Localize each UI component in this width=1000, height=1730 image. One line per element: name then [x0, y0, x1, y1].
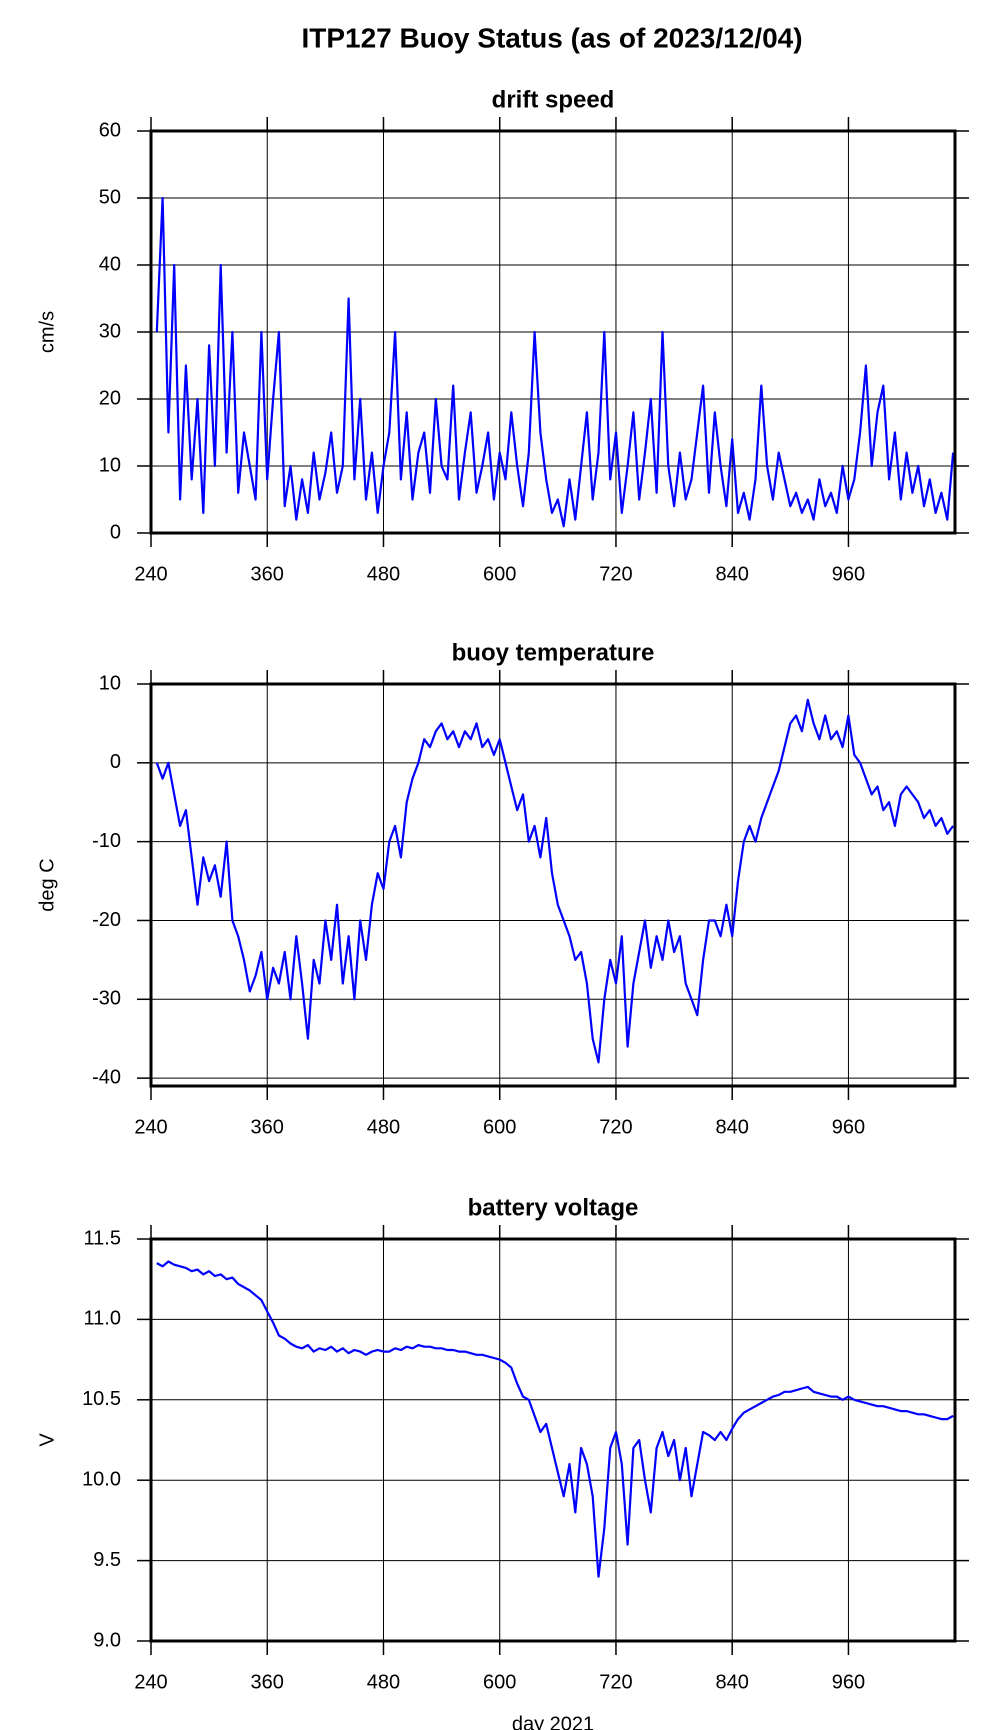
- y-tick-label: 50: [99, 186, 121, 208]
- data-line: [155, 196, 955, 528]
- y-tick-label: -40: [92, 1066, 121, 1088]
- y-tick-label: 10: [99, 454, 121, 476]
- y-tick-label: 0: [110, 751, 121, 773]
- x-tick-label: 960: [832, 563, 865, 585]
- y-tick-label: -20: [92, 909, 121, 931]
- y-axis-label: cm/s: [36, 311, 58, 353]
- x-tick-label: 840: [716, 1116, 749, 1138]
- y-tick-label: 10.0: [82, 1468, 121, 1490]
- y-tick-label: 9.5: [93, 1549, 121, 1571]
- x-tick-label: 720: [599, 563, 632, 585]
- y-tick-label: 40: [99, 253, 121, 275]
- x-tick-label: 840: [716, 563, 749, 585]
- y-tick-label: 11.0: [84, 1308, 121, 1330]
- y-axis-label: V: [36, 1433, 58, 1447]
- y-tick-label: 30: [99, 320, 121, 342]
- x-axis-label: day 2021: [512, 1713, 594, 1730]
- y-tick-label: -10: [92, 830, 121, 852]
- panel-title: drift speed: [492, 86, 615, 113]
- panel-title: buoy temperature: [452, 639, 655, 666]
- x-tick-label: 480: [367, 1671, 400, 1693]
- y-tick-label: 0: [110, 521, 121, 543]
- y-tick-label: -30: [92, 988, 121, 1010]
- y-tick-label: 20: [99, 387, 121, 409]
- x-tick-label: 360: [251, 1116, 284, 1138]
- x-tick-label: 720: [599, 1671, 632, 1693]
- x-tick-label: 240: [134, 1116, 167, 1138]
- x-tick-label: 240: [134, 1671, 167, 1693]
- x-tick-label: 480: [367, 563, 400, 585]
- panel-title: battery voltage: [468, 1194, 639, 1221]
- y-tick-label: 10: [99, 672, 121, 694]
- y-tick-label: 10.5: [82, 1388, 121, 1410]
- x-tick-label: 600: [483, 1671, 516, 1693]
- page-title: ITP127 Buoy Status (as of 2023/12/04): [301, 22, 802, 53]
- y-axis-label: deg C: [36, 858, 58, 911]
- data-line: [156, 1260, 954, 1578]
- x-tick-label: 600: [483, 563, 516, 585]
- x-tick-label: 480: [367, 1116, 400, 1138]
- plot-frame: [149, 682, 957, 1088]
- x-tick-label: 720: [599, 1116, 632, 1138]
- x-tick-label: 600: [483, 1116, 516, 1138]
- x-tick-label: 360: [251, 1671, 284, 1693]
- x-tick-label: 960: [832, 1116, 865, 1138]
- y-tick-label: 9.0: [93, 1629, 121, 1651]
- x-tick-label: 360: [251, 563, 284, 585]
- plot-frame: [149, 1237, 957, 1643]
- x-tick-label: 840: [716, 1671, 749, 1693]
- x-tick-label: 960: [832, 1671, 865, 1693]
- y-tick-label: 11.5: [84, 1227, 121, 1249]
- data-line: [155, 698, 954, 1064]
- x-tick-label: 240: [134, 563, 167, 585]
- plot-frame: [149, 129, 957, 535]
- y-tick-label: 60: [99, 119, 121, 141]
